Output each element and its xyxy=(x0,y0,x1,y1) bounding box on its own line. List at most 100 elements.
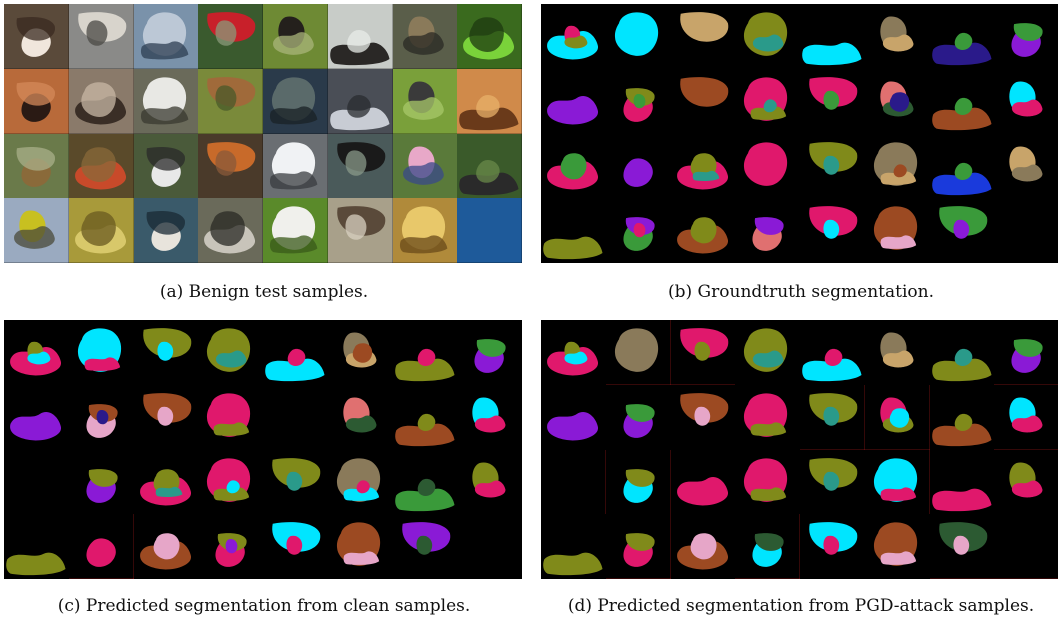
photo-detail xyxy=(399,235,447,254)
segmentation-mask xyxy=(263,384,328,450)
photo-detail xyxy=(210,211,246,247)
segmentation-mask xyxy=(670,514,736,579)
segmentation-mask xyxy=(994,68,1058,134)
segmentation-mask xyxy=(392,514,458,579)
mask-region-tan xyxy=(679,12,728,42)
photo-detail xyxy=(140,41,188,60)
photo-detail xyxy=(346,94,371,118)
photo-detail xyxy=(215,85,237,111)
photo-detail xyxy=(140,106,188,125)
mask-region-khaki xyxy=(614,328,658,372)
mask-region-pink xyxy=(880,551,916,566)
sample-image xyxy=(263,133,328,199)
segmentation-mask xyxy=(457,384,522,450)
mask-region-purple xyxy=(225,539,238,554)
mask-region-purple xyxy=(10,411,62,441)
photo-detail xyxy=(16,146,56,171)
mask-region-purple xyxy=(547,411,599,441)
mask-region-olive xyxy=(625,468,655,487)
mask-region-tan xyxy=(880,170,916,185)
mask-region-olive xyxy=(931,358,992,382)
mask-region-brown xyxy=(352,343,372,363)
sample-image xyxy=(457,4,522,69)
sample-image xyxy=(263,198,328,263)
segmentation-mask xyxy=(263,320,328,385)
mask-region-olive xyxy=(750,422,787,436)
mask-region-teal xyxy=(753,350,784,368)
segmentation-mask xyxy=(198,320,263,385)
segmentation-mask xyxy=(133,514,199,579)
mask-background xyxy=(994,198,1058,263)
mask-region-magenta xyxy=(287,348,306,366)
sample-image xyxy=(457,68,522,134)
segmentation-mask xyxy=(263,514,328,579)
panel-clean-prediction xyxy=(4,320,522,579)
mask-region-teal xyxy=(823,406,840,426)
segmentation-mask xyxy=(605,4,671,69)
caption-b: (b) Groundtruth segmentation. xyxy=(668,282,934,302)
panel-pgd-prediction xyxy=(541,320,1058,579)
photo-detail xyxy=(402,161,444,185)
photo-detail xyxy=(86,20,108,46)
mask-region-cyan xyxy=(889,407,909,428)
segmentation-mask xyxy=(994,133,1058,199)
mask-region-olive xyxy=(417,413,435,431)
segmentation-mask xyxy=(670,198,736,263)
mask-region-olive xyxy=(564,35,588,49)
mask-region-magenta xyxy=(824,348,843,366)
photo-subject xyxy=(329,42,390,66)
segmentation-mask xyxy=(735,514,800,579)
segmentation-mask xyxy=(864,384,930,450)
mask-region-brown xyxy=(679,76,728,107)
photo-detail xyxy=(345,149,367,176)
segmentation-mask xyxy=(800,384,865,450)
mask-region-cyan xyxy=(802,358,862,382)
sample-image xyxy=(133,198,199,263)
mask-region-green xyxy=(1014,23,1043,41)
segmentation-mask xyxy=(994,320,1058,385)
segmentation-mask xyxy=(4,514,69,579)
segmentation-mask xyxy=(800,4,865,69)
segmentation-mask xyxy=(457,320,522,385)
mask-region-olive xyxy=(543,236,603,260)
segmentation-mask xyxy=(864,68,930,134)
mask-region-purple xyxy=(952,219,969,239)
mask-region-khaki xyxy=(1012,163,1043,182)
mask-region-magenta xyxy=(880,486,916,501)
segmentation-mask xyxy=(605,320,671,385)
mask-region-olive xyxy=(394,358,455,382)
segmentation-mask xyxy=(929,320,995,385)
segmentation-mask xyxy=(541,198,606,263)
panel-benign-samples xyxy=(4,4,522,263)
mask-region-olive xyxy=(213,422,250,436)
segmentation-mask xyxy=(392,449,458,515)
photo-detail xyxy=(81,146,116,182)
segmentation-mask xyxy=(929,4,995,69)
sample-image xyxy=(392,198,458,263)
segmentation-mask xyxy=(994,514,1058,579)
mask-region-pink xyxy=(153,533,180,560)
mask-region-pink xyxy=(952,535,969,555)
panel-groundtruth xyxy=(541,4,1058,263)
mask-region-green xyxy=(477,339,506,357)
photo-detail xyxy=(345,214,367,241)
mask-region-cyan xyxy=(614,12,658,56)
segmentation-mask xyxy=(68,514,134,579)
mask-region-cyan xyxy=(226,479,241,493)
photo-detail xyxy=(14,226,55,250)
segmentation-mask xyxy=(605,514,671,579)
mask-region-magenta xyxy=(676,476,728,505)
photo-detail xyxy=(81,211,116,247)
segmentation-mask xyxy=(994,4,1058,69)
photo-detail xyxy=(146,211,185,235)
photo-detail xyxy=(476,94,500,118)
segmentation-mask xyxy=(198,449,263,515)
photo-detail xyxy=(215,20,237,46)
mask-region-magenta xyxy=(84,357,120,371)
image-grid-groundtruth xyxy=(541,4,1058,263)
mask-region-pink xyxy=(880,235,916,250)
mask-region-magenta xyxy=(633,223,646,238)
mask-region-pink xyxy=(156,406,173,426)
segmentation-mask xyxy=(605,133,671,199)
mask-region-pink xyxy=(693,406,710,426)
